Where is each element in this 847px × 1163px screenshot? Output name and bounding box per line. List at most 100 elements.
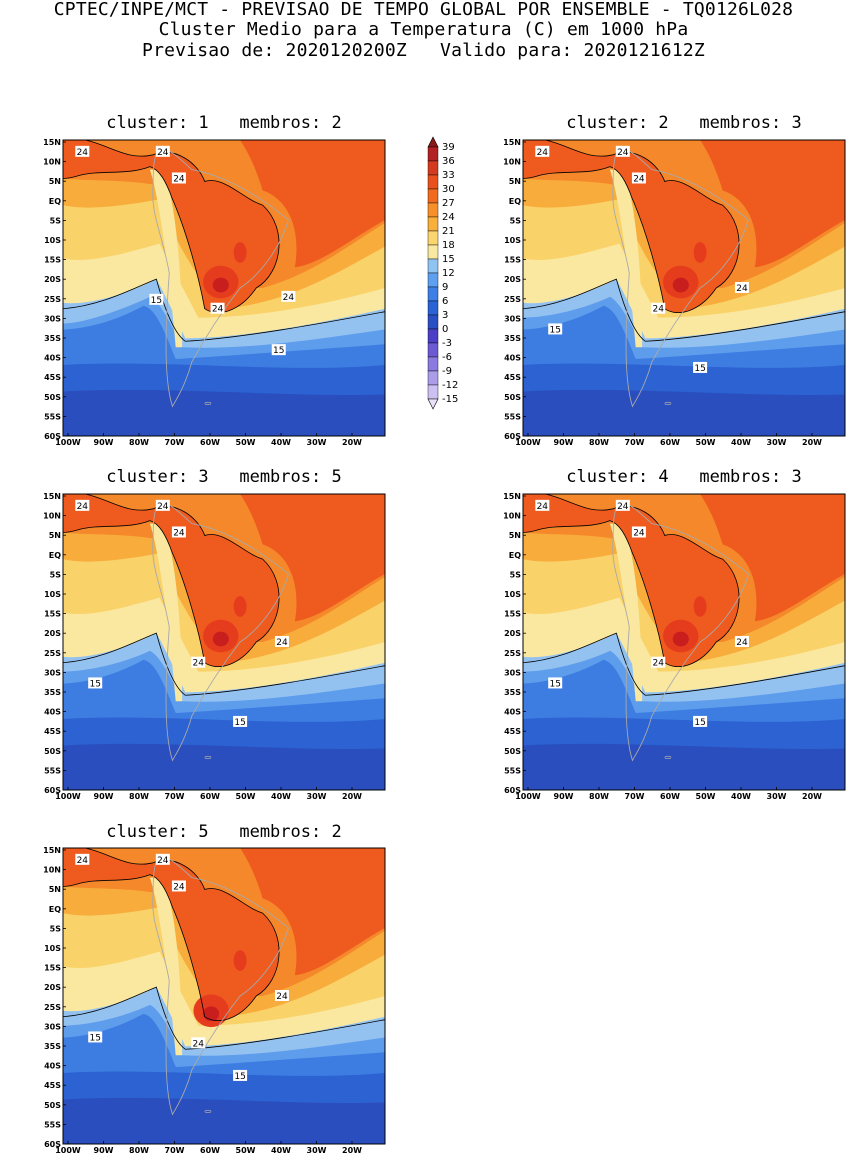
colorbar-label: 15 bbox=[442, 254, 455, 265]
label-24-n: 24 bbox=[157, 148, 169, 158]
lat-label: EQ bbox=[509, 197, 521, 206]
andes-strip bbox=[609, 169, 643, 348]
colorbar-label: -15 bbox=[442, 394, 458, 405]
lon-label: 80W bbox=[129, 1146, 149, 1155]
lat-label: EQ bbox=[49, 551, 61, 560]
panel-2-title: cluster: 2 membros: 3 bbox=[566, 113, 802, 133]
colorbar-label: 9 bbox=[442, 282, 448, 293]
lat-label: EQ bbox=[49, 197, 61, 206]
lat-label: 35S bbox=[504, 334, 521, 343]
lat-label: 10N bbox=[43, 866, 61, 875]
figure-title-line-3: Previsao de: 2020120200Z Valido para: 20… bbox=[142, 40, 705, 61]
andes-strip bbox=[149, 169, 183, 348]
lat-label: 50S bbox=[44, 393, 61, 402]
panel-5-title: cluster: 5 membros: 2 bbox=[106, 822, 342, 842]
contour-15 bbox=[62, 632, 386, 696]
lat-label: 5S bbox=[510, 570, 522, 579]
lat-label: 60S bbox=[44, 786, 61, 795]
colorbar-swatch bbox=[427, 272, 439, 288]
lat-label: 15S bbox=[504, 256, 521, 265]
lat-label: 30S bbox=[44, 314, 61, 323]
lat-label: 35S bbox=[44, 688, 61, 697]
label-24-n-box bbox=[155, 145, 170, 157]
label-24-nw-box bbox=[535, 499, 550, 511]
lon-label: 100W bbox=[515, 438, 541, 447]
lat-label: 55S bbox=[44, 766, 61, 775]
lon-label: 20W bbox=[802, 792, 822, 801]
lat-label: 5N bbox=[49, 177, 61, 186]
label-15-west-box bbox=[149, 293, 164, 305]
colorbar-swatch bbox=[427, 230, 439, 246]
contour-15 bbox=[522, 632, 846, 696]
lon-label: 20W bbox=[802, 438, 822, 447]
contour-24 bbox=[62, 847, 280, 1021]
lat-label: 25S bbox=[504, 295, 521, 304]
label-15-south: 15 bbox=[234, 718, 245, 728]
map-frame bbox=[62, 139, 386, 437]
lat-label: 25S bbox=[44, 295, 61, 304]
colorbar-label: 36 bbox=[442, 156, 455, 167]
hot-spot-2 bbox=[693, 596, 707, 617]
label-15-west: 15 bbox=[549, 679, 560, 689]
lon-label: 70W bbox=[165, 792, 185, 801]
label-24-east-box bbox=[734, 636, 749, 647]
lat-label: 40S bbox=[504, 354, 521, 363]
panel-4-title: cluster: 4 membros: 3 bbox=[566, 467, 802, 487]
coastline bbox=[152, 145, 289, 408]
lon-label: 40W bbox=[271, 438, 291, 447]
label-15-west-box bbox=[88, 1031, 103, 1043]
contour-15 bbox=[62, 986, 386, 1050]
label-24-nw-box bbox=[75, 499, 90, 511]
lat-label: 60S bbox=[504, 786, 521, 795]
label-24-east: 24 bbox=[736, 284, 748, 294]
label-15-west: 15 bbox=[151, 296, 162, 306]
lat-label: 15S bbox=[504, 610, 521, 619]
label-24-nw-box bbox=[535, 145, 550, 157]
lat-label: 10S bbox=[44, 944, 61, 953]
label-15-west: 15 bbox=[549, 325, 560, 335]
lat-label: 50S bbox=[504, 393, 521, 402]
label-24-south: 24 bbox=[193, 1039, 205, 1049]
lat-label: 15N bbox=[503, 138, 521, 147]
colorbar-label: 39 bbox=[442, 142, 455, 153]
lat-label: 25S bbox=[44, 649, 61, 658]
colorbar-label: 24 bbox=[442, 212, 455, 223]
label-24-n: 24 bbox=[617, 148, 629, 158]
colorbar-label: 30 bbox=[442, 184, 455, 195]
colorbar-swatch bbox=[427, 286, 439, 302]
lon-label: 50W bbox=[236, 1146, 256, 1155]
lat-label: 10N bbox=[503, 512, 521, 521]
map-panel-4: 24 24 24 24 24 15 15 15N 10N 5N EQ 5S 10S 15S 20S 25S 30… bbox=[503, 492, 846, 801]
label-15-south-box bbox=[233, 1069, 248, 1081]
map-frame bbox=[522, 493, 846, 791]
label-15-west: 15 bbox=[89, 1033, 100, 1043]
label-24-andes: 24 bbox=[173, 174, 185, 184]
lat-label: EQ bbox=[49, 905, 61, 914]
lat-label: 30S bbox=[44, 1022, 61, 1031]
label-24-south-box bbox=[191, 656, 206, 668]
lon-label: 90W bbox=[94, 1146, 114, 1155]
label-24-andes: 24 bbox=[633, 528, 645, 538]
hot-spot-core bbox=[212, 631, 229, 647]
warm-ocean bbox=[240, 494, 385, 622]
lat-label: 20S bbox=[44, 629, 61, 638]
lat-label: 20S bbox=[44, 983, 61, 992]
lat-label: 10N bbox=[503, 158, 521, 167]
label-24-andes-box bbox=[171, 880, 186, 892]
lon-label: 30W bbox=[767, 438, 787, 447]
map-frame bbox=[522, 139, 846, 437]
lon-label: 50W bbox=[696, 438, 716, 447]
map-panel-3: 24 24 24 24 24 15 15 15N 10N 5N EQ 5S 10S 15S 20S 25S 30… bbox=[43, 492, 386, 801]
lat-label: 30S bbox=[44, 668, 61, 677]
map-field: 24 24 24 24 24 15 15 15N 10N 5N EQ 5S 10S 15S 20S 25S 30… bbox=[503, 492, 846, 801]
coastline bbox=[612, 145, 749, 408]
label-24-south: 24 bbox=[193, 659, 205, 669]
panel-3-title: cluster: 3 membros: 5 bbox=[106, 467, 342, 487]
falklands bbox=[204, 755, 212, 759]
lon-label: 50W bbox=[696, 792, 716, 801]
lat-label: 20S bbox=[504, 629, 521, 638]
hot-spot-core bbox=[672, 277, 689, 293]
label-24-nw: 24 bbox=[77, 856, 89, 866]
label-15-south: 15 bbox=[273, 346, 284, 356]
